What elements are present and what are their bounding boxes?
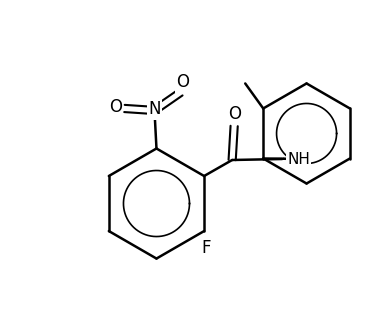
Text: O: O [228,105,241,123]
Text: N: N [148,100,161,119]
Text: O: O [176,74,189,92]
Text: NH: NH [287,152,310,166]
Text: O: O [109,99,122,116]
Text: F: F [201,239,211,257]
